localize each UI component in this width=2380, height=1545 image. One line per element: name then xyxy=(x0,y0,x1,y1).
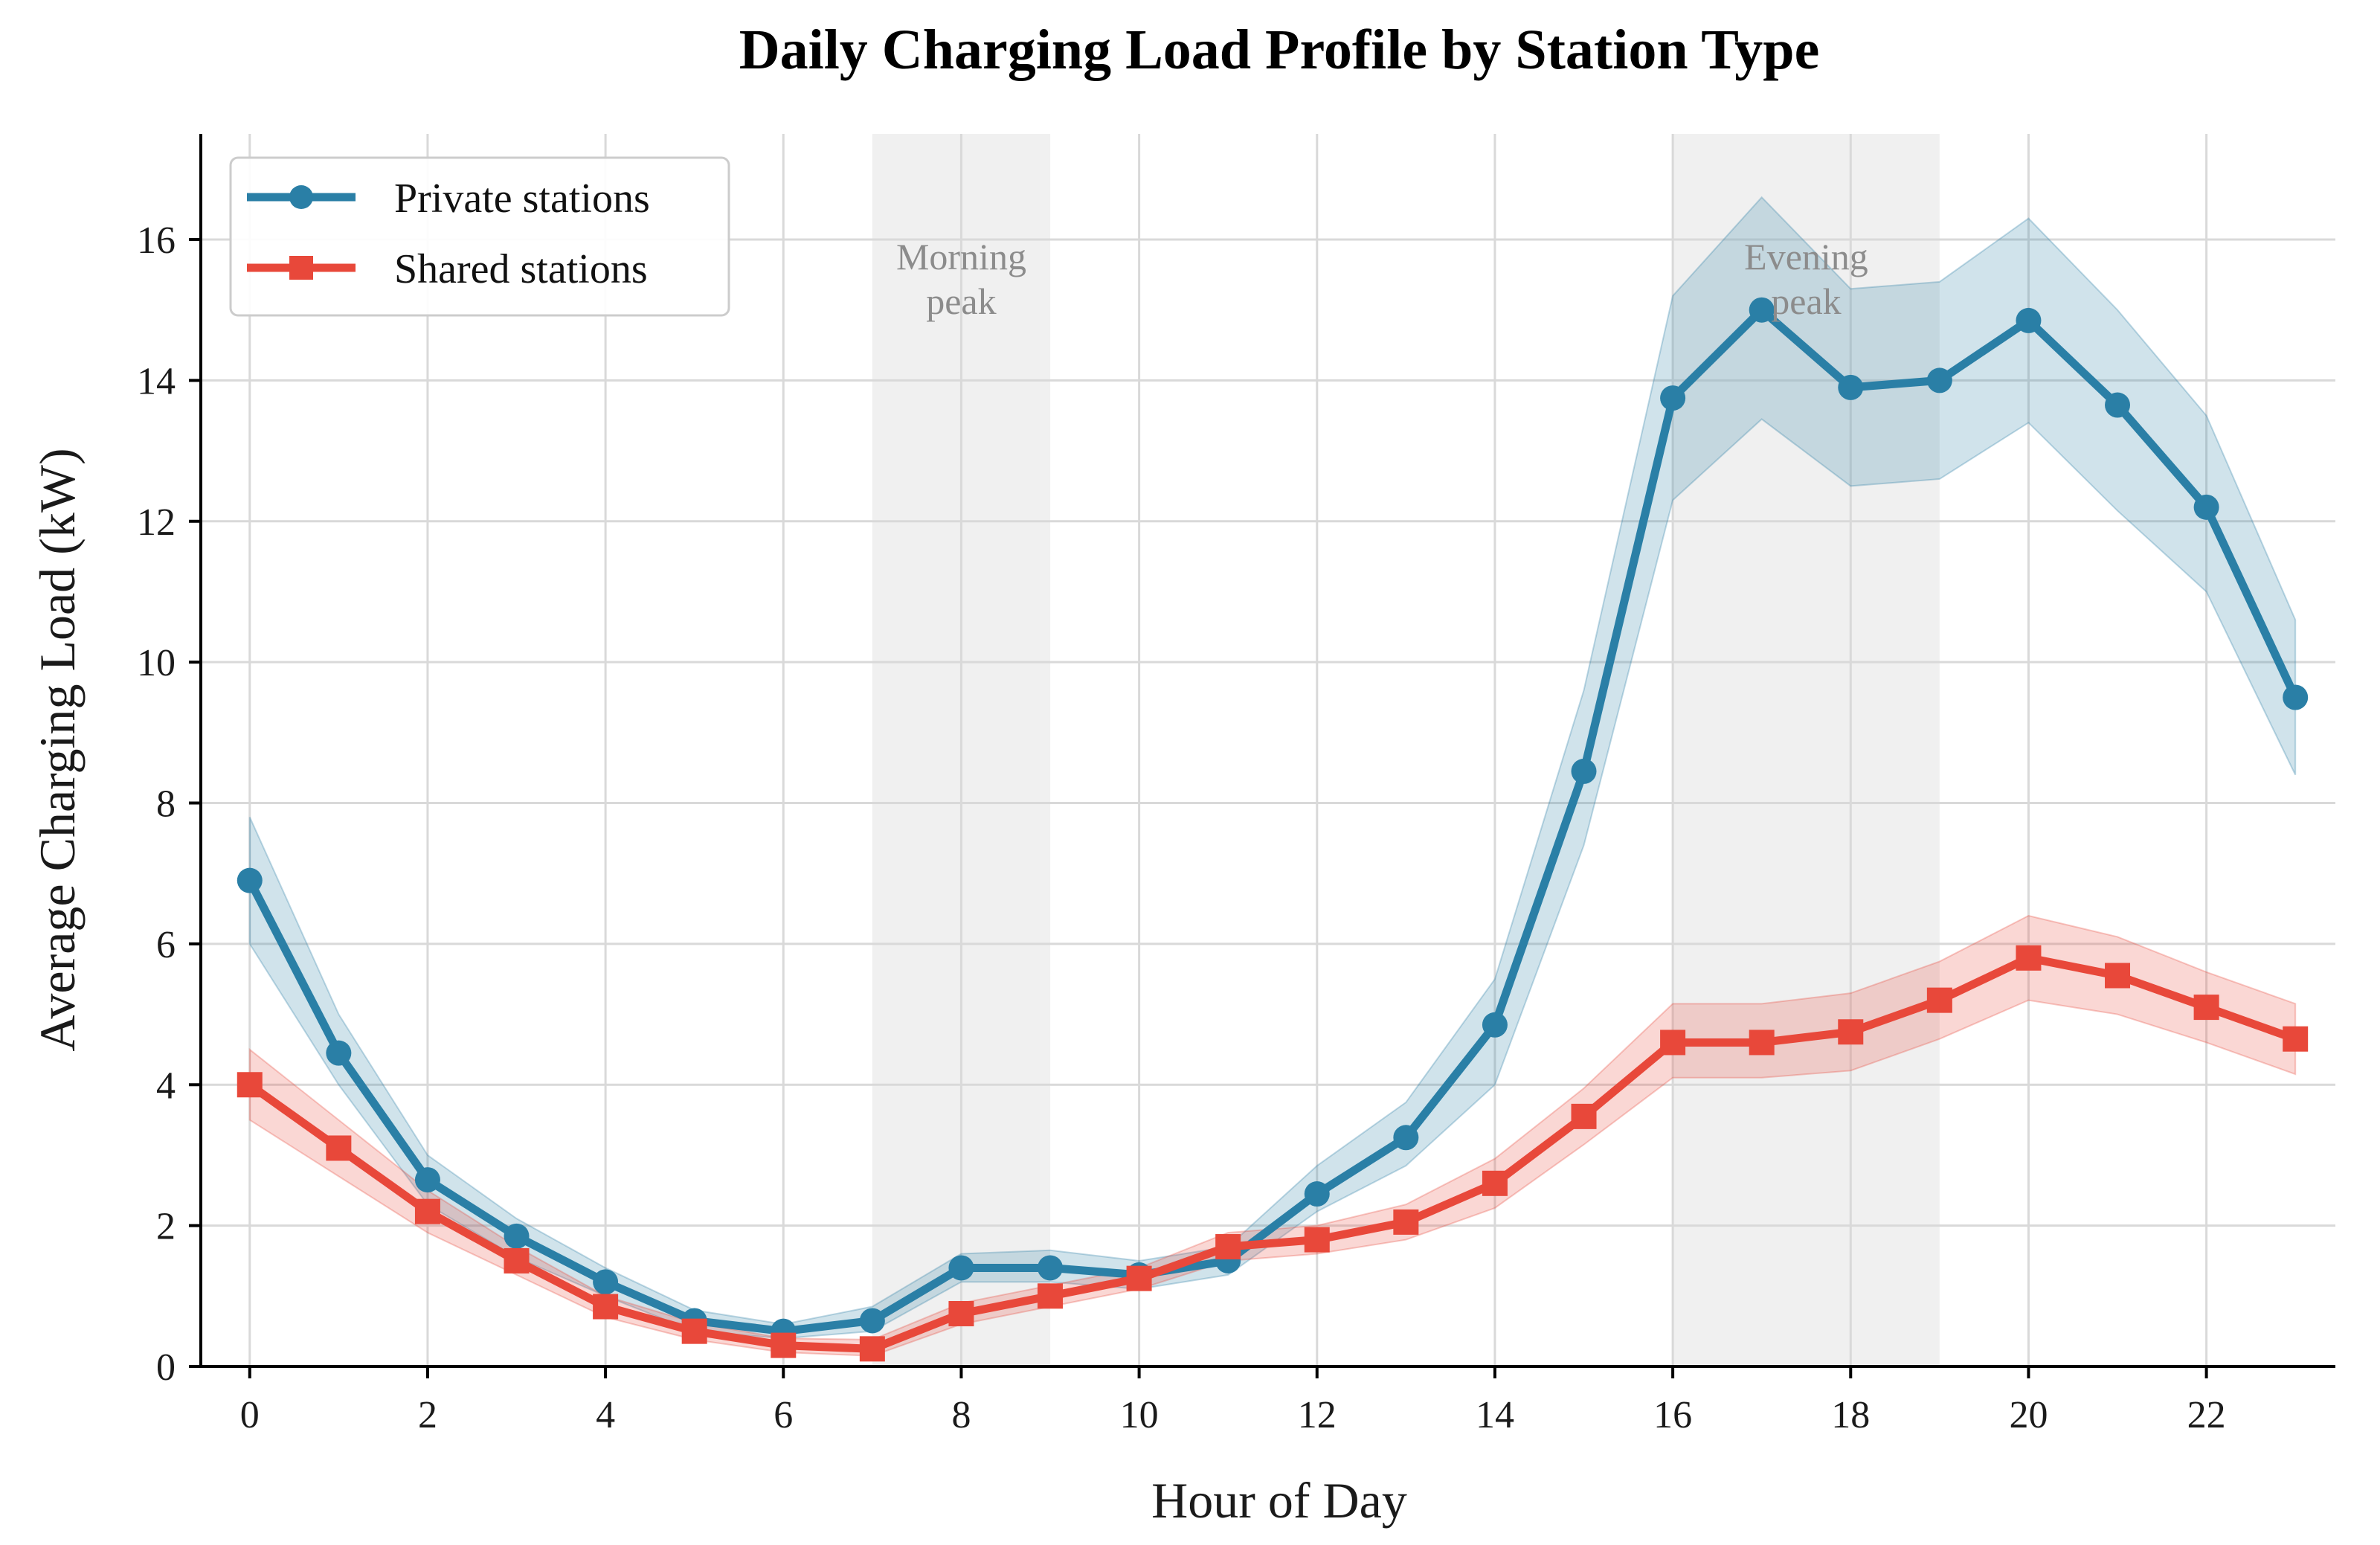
point-series-1 xyxy=(771,1332,797,1358)
x-tick-label: 22 xyxy=(2187,1394,2226,1436)
point-series-1 xyxy=(2105,963,2131,989)
point-series-0 xyxy=(593,1269,619,1295)
y-ticks: 0 2 4 6 8 10 12 14 16 xyxy=(137,219,201,1389)
line-series-0 xyxy=(245,306,2300,1336)
point-series-1 xyxy=(414,1198,440,1224)
y-tick-label: 16 xyxy=(137,219,176,262)
point-series-1 xyxy=(2283,1026,2309,1052)
region-annotations: Morning peak Evening peak xyxy=(896,236,1868,322)
y-tick-label: 2 xyxy=(156,1206,176,1248)
legend-marker-private xyxy=(289,185,313,209)
point-series-1 xyxy=(1393,1209,1419,1235)
series-markers xyxy=(237,297,2309,1362)
point-series-1 xyxy=(1038,1283,1064,1309)
legend-label-shared: Shared stations xyxy=(394,246,648,292)
x-tick-label: 8 xyxy=(951,1394,971,1436)
x-tick-label: 2 xyxy=(418,1394,437,1436)
point-series-0 xyxy=(1304,1181,1330,1207)
legend-label-private: Private stations xyxy=(394,176,650,222)
point-series-1 xyxy=(948,1300,974,1326)
point-series-0 xyxy=(1926,367,1952,394)
y-axis-label: Average Charging Load (kW) xyxy=(29,448,86,1051)
point-series-1 xyxy=(2016,945,2042,971)
legend: Private stations Shared stations xyxy=(229,156,730,317)
y-tick-label: 10 xyxy=(137,642,176,684)
point-series-1 xyxy=(237,1072,263,1098)
y-tick-label: 8 xyxy=(156,783,176,826)
x-tick-label: 20 xyxy=(2009,1394,2048,1436)
point-series-1 xyxy=(681,1318,707,1344)
point-series-1 xyxy=(859,1336,885,1362)
y-tick-label: 6 xyxy=(156,924,176,966)
series-lines xyxy=(245,306,2300,1353)
confidence-bands xyxy=(248,196,2297,1357)
region-label-0: Morning peak xyxy=(896,236,1026,322)
point-series-1 xyxy=(1215,1234,1241,1260)
point-series-1 xyxy=(1838,1019,1864,1045)
x-tick-label: 14 xyxy=(1476,1394,1514,1436)
point-series-1 xyxy=(593,1294,619,1320)
point-series-0 xyxy=(504,1223,530,1249)
point-series-0 xyxy=(1393,1125,1419,1151)
point-series-1 xyxy=(1749,1030,1775,1056)
x-tick-label: 4 xyxy=(596,1394,615,1436)
y-tick-label: 4 xyxy=(156,1064,176,1107)
x-tick-label: 0 xyxy=(240,1394,260,1436)
y-tick-label: 14 xyxy=(137,360,176,402)
x-ticks: 0 2 4 6 8 10 12 14 16 18 20 22 xyxy=(240,1366,2226,1436)
point-series-0 xyxy=(2016,307,2042,333)
point-series-0 xyxy=(2105,392,2131,418)
point-series-0 xyxy=(1482,1012,1508,1038)
x-tick-label: 6 xyxy=(774,1394,793,1436)
point-series-0 xyxy=(859,1308,885,1334)
point-series-0 xyxy=(2193,494,2219,520)
line-series-1 xyxy=(245,954,2300,1353)
point-series-0 xyxy=(1838,374,1864,400)
point-series-0 xyxy=(1660,385,1686,411)
x-tick-label: 16 xyxy=(1653,1394,1692,1436)
x-axis-label: Hour of Day xyxy=(1151,1472,1407,1529)
y-tick-label: 0 xyxy=(156,1346,176,1389)
point-series-0 xyxy=(414,1167,440,1193)
legend-marker-shared xyxy=(289,256,313,280)
point-series-0 xyxy=(237,867,263,893)
axes xyxy=(199,134,2335,1368)
chart-title: Daily Charging Load Profile by Station T… xyxy=(739,19,1820,81)
x-tick-label: 10 xyxy=(1120,1394,1159,1436)
point-series-0 xyxy=(948,1255,974,1281)
point-series-1 xyxy=(1571,1103,1597,1129)
point-series-0 xyxy=(1571,758,1597,784)
point-series-1 xyxy=(1926,987,1952,1013)
point-series-1 xyxy=(2193,995,2219,1021)
shaded-region-1 xyxy=(1673,134,1940,1366)
band-series-0 xyxy=(248,196,2297,1340)
point-series-0 xyxy=(1749,297,1775,323)
point-series-1 xyxy=(1660,1030,1686,1056)
point-series-1 xyxy=(504,1247,530,1273)
point-series-1 xyxy=(1126,1265,1152,1291)
point-series-0 xyxy=(326,1040,352,1066)
point-series-1 xyxy=(326,1135,352,1161)
point-series-1 xyxy=(1304,1227,1330,1253)
y-tick-label: 12 xyxy=(137,501,176,544)
x-tick-label: 18 xyxy=(1831,1394,1870,1436)
point-series-1 xyxy=(1482,1170,1508,1196)
point-series-0 xyxy=(2283,684,2309,710)
x-tick-label: 12 xyxy=(1298,1394,1337,1436)
region-label-1: Evening peak xyxy=(1744,236,1868,322)
point-series-0 xyxy=(1038,1255,1064,1281)
band-series-1 xyxy=(248,914,2297,1357)
